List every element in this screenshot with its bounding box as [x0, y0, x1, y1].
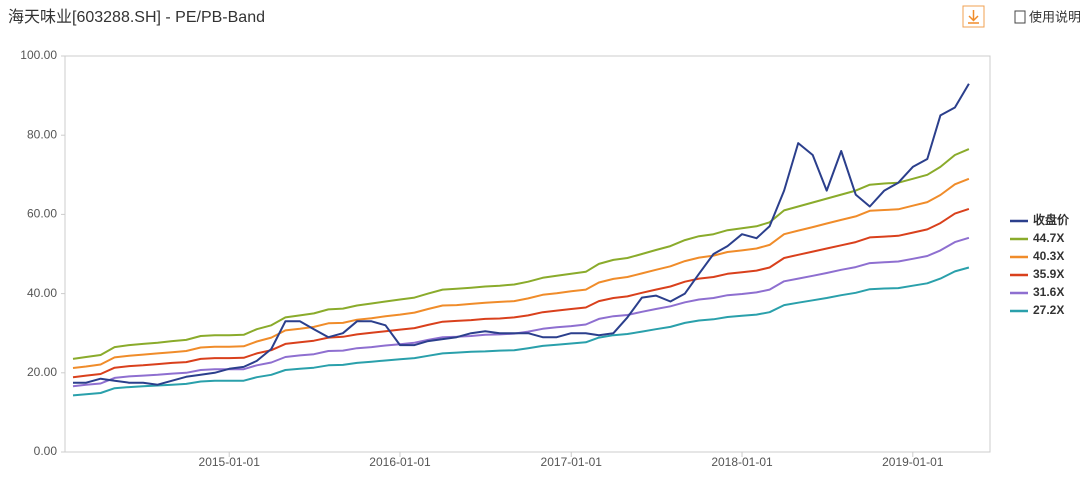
series-line	[72, 177, 970, 369]
series-line	[72, 266, 970, 397]
legend-label: 35.9X	[1033, 267, 1064, 281]
series-line	[73, 83, 970, 386]
x-tick-label: 2017-01-01	[541, 455, 603, 469]
x-tick-label: 2015-01-01	[199, 455, 261, 469]
y-tick-label: 60.00	[27, 207, 57, 221]
series-line	[72, 236, 970, 388]
legend-label: 收盘价	[1033, 212, 1070, 227]
legend-label: 40.3X	[1033, 249, 1064, 263]
legend-label: 27.2X	[1033, 303, 1064, 317]
x-tick-label: 2018-01-01	[711, 455, 773, 469]
y-tick-label: 100.00	[20, 48, 57, 62]
series-line	[72, 207, 970, 379]
legend-label: 44.7X	[1033, 231, 1064, 245]
x-tick-label: 2019-01-01	[882, 455, 944, 469]
legend: 收盘价 44.7X 40.3X 35.9X 31.6X 27.2X	[1010, 212, 1070, 317]
x-tick-label: 2016-01-01	[369, 455, 431, 469]
download-button[interactable]	[962, 5, 985, 28]
download-icon[interactable]	[968, 10, 979, 24]
chart-title: 海天味业[603288.SH] - PE/PB-Band	[8, 8, 265, 26]
help-link[interactable]: 使用说明	[1014, 9, 1080, 24]
help-icon[interactable]	[1014, 10, 1026, 24]
plot-frame	[64, 55, 991, 453]
y-tick-label: 80.00	[27, 127, 57, 141]
y-tick-label: 0.00	[34, 444, 58, 458]
y-tick-label: 40.00	[27, 286, 57, 300]
y-tick-label: 20.00	[27, 365, 57, 379]
series-line	[72, 148, 970, 360]
help-text[interactable]: 使用说明	[1029, 9, 1080, 24]
legend-label: 31.6X	[1033, 285, 1064, 299]
